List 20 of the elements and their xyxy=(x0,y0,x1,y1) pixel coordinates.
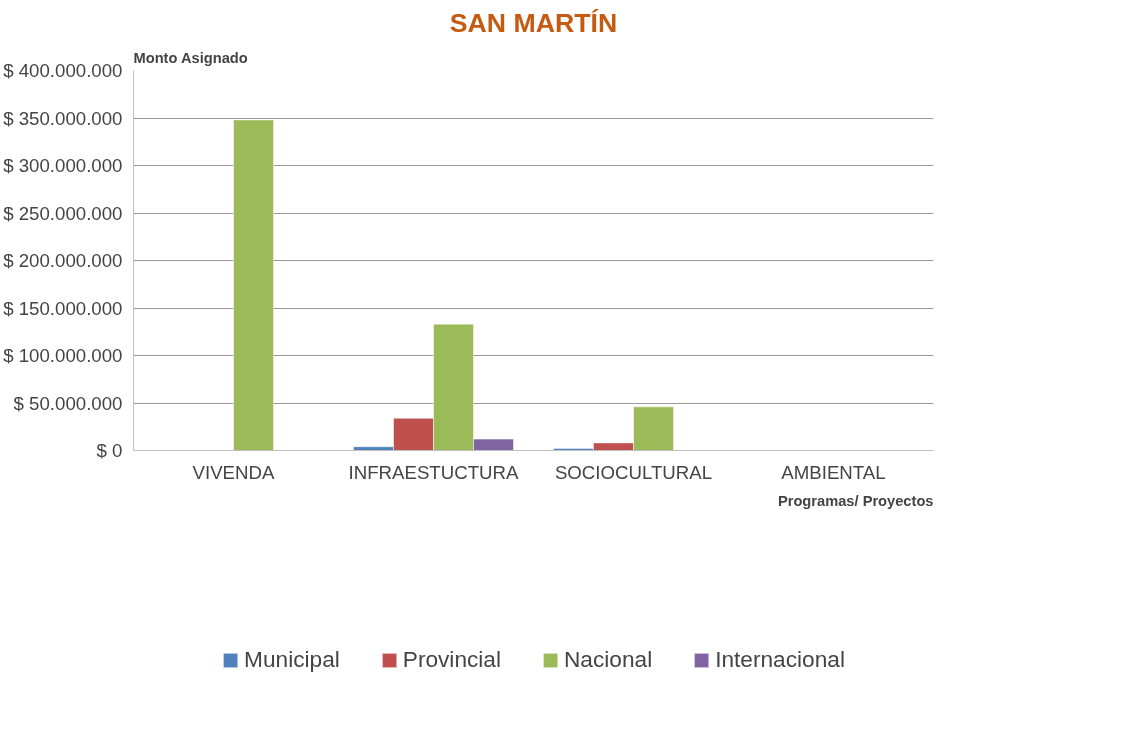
y-tick-label: $ 400.000.000 xyxy=(3,60,123,81)
x-tick-label: VIVENDA xyxy=(192,461,276,483)
x-tick-label: AMBIENTAL xyxy=(781,461,886,483)
y-tick-label: $ 200.000.000 xyxy=(3,250,123,271)
x-axis-title: Programas/ Proyectos xyxy=(777,492,934,509)
legend-label: Nacional xyxy=(564,646,653,674)
legend-label: Municipal xyxy=(244,646,340,674)
chart-title: SAN MARTÍN xyxy=(449,7,618,38)
y-tick-label: $ 0 xyxy=(96,440,123,461)
y-tick-label: $ 300.000.000 xyxy=(3,155,123,176)
y-tick-label: $ 50.000.000 xyxy=(13,392,123,414)
y-tick-label: $ 350.000.000 xyxy=(3,107,123,129)
y-tick-label: $ 100.000.000 xyxy=(3,345,123,366)
y-tick-label: $ 150.000.000 xyxy=(3,297,123,319)
y-axis-title: Monto Asignado xyxy=(133,49,248,66)
x-tick-label: SOCIOCULTURAL xyxy=(554,461,713,483)
legend-label: Internacional xyxy=(715,646,845,674)
legend-label: Provincial xyxy=(402,646,502,674)
y-tick-label: $ 250.000.000 xyxy=(3,202,123,224)
x-tick-label: INFRAESTUCTURA xyxy=(348,461,520,483)
